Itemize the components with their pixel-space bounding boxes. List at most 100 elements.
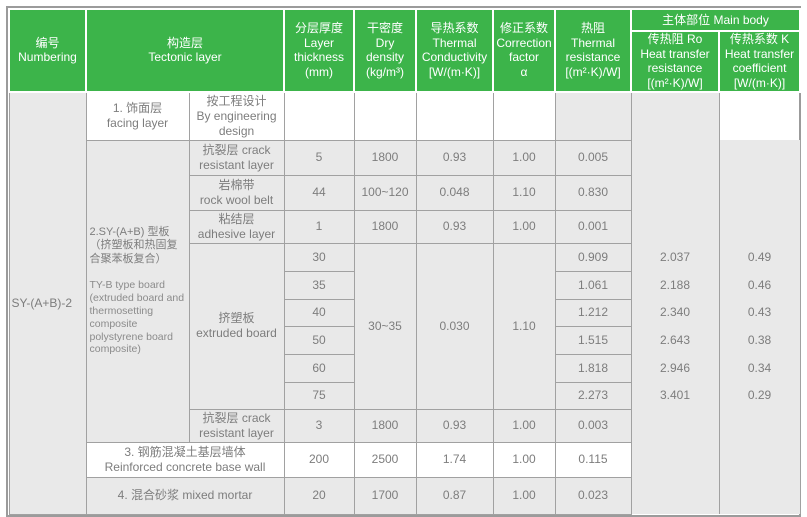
ro-value: 2.946	[630, 354, 720, 382]
row-extruded-60: 60 1.818 2.946 0.34	[9, 353, 801, 383]
facing-layer-label: 1. 饰面层 facing layer	[85, 91, 190, 141]
adhesive-name: 粘结层 adhesive layer	[188, 209, 285, 244]
crack1-thickness: 5	[283, 139, 355, 176]
crack1-conductivity: 0.93	[415, 139, 494, 176]
ro-value: 2.643	[630, 326, 720, 354]
k-cell	[718, 477, 801, 514]
k-value: 0.38	[718, 326, 801, 354]
k-cell	[718, 409, 801, 442]
row-mixed-mortar: 4. 混合砂浆 mixed mortar 20 1700 0.87 1.00 0…	[9, 476, 801, 515]
header-numbering: 编号 Numbering	[8, 8, 87, 93]
rockwool-conductivity: 0.048	[415, 174, 494, 211]
table-body: SY-(A+B)-2 1. 饰面层 facing layer 按工程设计 By …	[8, 91, 801, 515]
ro-cell	[630, 477, 720, 514]
k-value: 0.49	[718, 243, 801, 271]
rockwool-thickness: 44	[283, 174, 355, 211]
concrete-conductivity: 1.74	[415, 441, 494, 478]
extruded-board-label: 挤塑板 extruded board	[188, 242, 285, 410]
ro-value: 2.340	[630, 299, 720, 326]
crack2-thickness: 3	[283, 408, 355, 443]
header-thermal-resistance: 热阻 Thermal resistance [(m²·K)/W]	[554, 8, 632, 93]
concrete-name: 3. 钢筋混凝土基层墙体 Reinforced concrete base wa…	[85, 441, 285, 478]
k-cell	[718, 140, 801, 175]
adhesive-density: 1800	[353, 209, 417, 244]
extruded-resistance: 1.061	[554, 270, 632, 300]
ro-cell	[630, 210, 720, 243]
row-rock-wool-belt: 岩棉带 rock wool belt 44 100~120 0.048 1.10…	[9, 174, 801, 211]
adhesive-resistance: 0.001	[554, 209, 632, 244]
rockwool-density: 100~120	[353, 174, 417, 211]
mortar-resistance: 0.023	[554, 476, 632, 515]
ro-value: 3.401	[630, 382, 720, 409]
crack1-correction: 1.00	[492, 139, 556, 176]
row-crack-resistant-2: 抗裂层 crack resistant layer 3 1800 0.93 1.…	[9, 408, 801, 443]
facing-thickness-cell: 按工程设计 By engineering design	[188, 91, 285, 141]
header-dry-density: 干密度 Dry density (kg/m³)	[353, 8, 417, 93]
ro-value: 2.188	[630, 271, 720, 299]
header-layer-thickness: 分层厚度 Layer thickness (mm)	[283, 8, 355, 93]
extruded-conductivity: 0.030	[415, 242, 494, 410]
extruded-thickness: 30	[283, 242, 355, 272]
row-extruded-35: 35 1.061 2.188 0.46	[9, 270, 801, 300]
extruded-resistance: 1.212	[554, 298, 632, 327]
mortar-correction: 1.00	[492, 476, 556, 515]
crack2-correction: 1.00	[492, 408, 556, 443]
row-facing-layer: SY-(A+B)-2 1. 饰面层 facing layer 按工程设计 By …	[8, 91, 800, 515]
extruded-resistance: 2.273	[554, 381, 632, 410]
facing-density-cell	[283, 91, 355, 141]
k-value: 0.46	[718, 271, 801, 299]
extruded-density: 30~35	[353, 242, 417, 410]
numbering-cell: SY-(A+B)-2	[8, 91, 87, 515]
extruded-thickness: 60	[283, 353, 355, 383]
adhesive-conductivity: 0.93	[415, 209, 494, 244]
k-value: 0.43	[718, 299, 801, 326]
crack1-name: 抗裂层 crack resistant layer	[188, 139, 285, 176]
crack2-density: 1800	[353, 408, 417, 443]
header-main-body: 主体部位 Main body	[629, 8, 802, 32]
adhesive-thickness: 1	[283, 209, 355, 244]
extruded-thickness: 75	[283, 381, 355, 410]
crack2-resistance: 0.003	[554, 408, 632, 443]
k-cell	[718, 442, 801, 477]
ro-value: 2.037	[630, 243, 720, 271]
mortar-thickness: 20	[283, 476, 355, 515]
mortar-density: 1700	[353, 476, 417, 515]
row-crack-resistant-1: 2.SY-(A+B) 型板（挤塑板和热固复合聚苯板复合） TY-B type b…	[9, 139, 801, 443]
extruded-resistance: 0.909	[554, 242, 632, 272]
crack1-resistance: 0.005	[554, 139, 632, 176]
extruded-thickness: 35	[283, 270, 355, 300]
extruded-thickness: 50	[283, 325, 355, 355]
ro-cell	[630, 409, 720, 442]
section2-label: 2.SY-(A+B) 型板（挤塑板和热固复合聚苯板复合） TY-B type b…	[85, 139, 190, 443]
concrete-correction: 1.00	[492, 441, 556, 478]
spec-table-frame: 编号 Numbering 构造层 Tectonic layer 分层厚度 Lay…	[6, 6, 802, 517]
row-extruded-50: 50 1.515 2.643 0.38	[9, 325, 801, 355]
adhesive-correction: 1.00	[492, 209, 556, 244]
concrete-density: 2500	[353, 441, 417, 478]
header-tectonic-layer: 构造层 Tectonic layer	[85, 8, 285, 93]
extruded-thickness: 40	[283, 298, 355, 327]
ro-cell	[554, 91, 632, 140]
rockwool-resistance: 0.830	[554, 174, 632, 211]
row-extruded-40: 40 1.212 2.340 0.43	[9, 298, 801, 327]
section2-label-en: TY-B type board (extruded board and ther…	[89, 279, 185, 356]
header-thermal-conductivity: 导热系数 Thermal Conductivity [W/(m·K)]	[415, 8, 494, 93]
extruded-correction: 1.10	[492, 242, 556, 410]
k-value: 0.29	[718, 382, 801, 409]
k-cell	[718, 175, 801, 210]
extruded-resistance: 1.515	[554, 325, 632, 355]
row-extruded-75: 75 2.273 3.401 0.29	[9, 381, 801, 410]
crack1-density: 1800	[353, 139, 417, 176]
ro-cell	[630, 442, 720, 477]
k-value: 0.34	[718, 354, 801, 382]
rockwool-correction: 1.10	[492, 174, 556, 211]
k-cell	[718, 210, 801, 243]
header-correction-factor: 修正系数 Correction factor α	[492, 8, 556, 93]
mortar-conductivity: 0.87	[415, 476, 494, 515]
crack2-name: 抗裂层 crack resistant layer	[188, 408, 285, 443]
extruded-resistance: 1.818	[554, 353, 632, 383]
table-header: 编号 Numbering 构造层 Tectonic layer 分层厚度 Lay…	[8, 8, 802, 93]
header-heat-transfer-coefficient: 传热系数 K Heat transfer coefficient [W/(m·K…	[717, 30, 802, 93]
mortar-name: 4. 混合砂浆 mixed mortar	[85, 476, 285, 515]
facing-resistance-cell	[492, 91, 556, 141]
